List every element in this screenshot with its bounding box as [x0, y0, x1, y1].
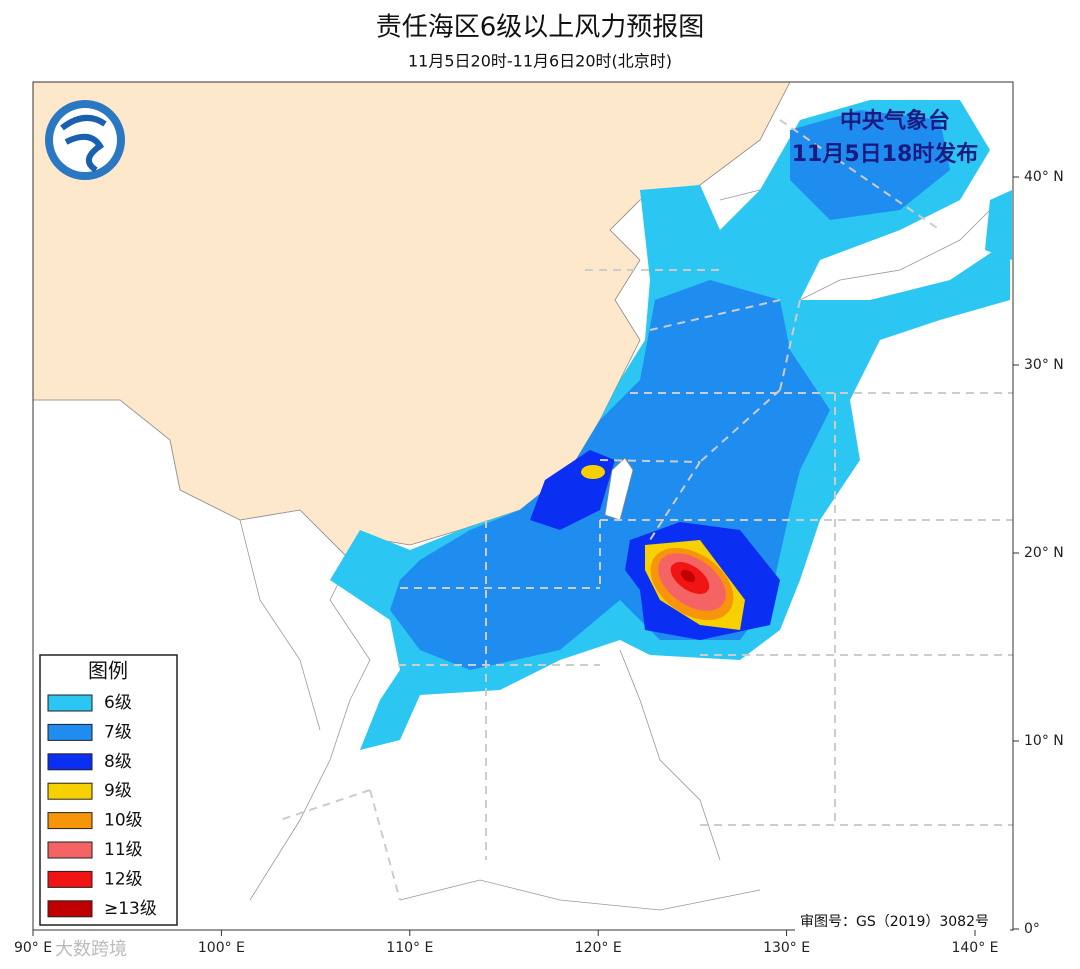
approval-number: 审图号：GS（2019）3082号	[800, 914, 989, 930]
legend-label: 7级	[104, 722, 132, 742]
map-subtitle: 11月5日20时-11月6日20时(北京时)	[408, 52, 672, 71]
wind-area	[790, 110, 950, 220]
legend-label: 10级	[104, 811, 143, 831]
map-frame	[32, 81, 1014, 931]
wind-area	[985, 190, 1012, 260]
issuer-line: 11月5日18时发布	[792, 141, 979, 167]
taiwan	[604, 457, 634, 521]
lat-label: 10° N	[1024, 733, 1064, 749]
lon-label: 120° E	[575, 940, 622, 956]
legend-swatch	[47, 870, 93, 888]
lat-label: 0°	[1024, 921, 1040, 937]
legend-label: 11级	[104, 840, 143, 860]
sea-area-boundaries	[279, 119, 1013, 901]
legend-label: 8级	[104, 752, 132, 772]
legend-title: 图例	[88, 659, 128, 683]
lon-label: 110° E	[386, 940, 433, 956]
wind-area	[680, 569, 696, 583]
legend-label: 6级	[104, 693, 132, 713]
watermark: 大数跨境	[55, 939, 127, 960]
legend-swatch	[47, 753, 93, 771]
lat-label: 30° N	[1024, 357, 1064, 373]
logo-mark	[60, 115, 107, 173]
map-title: 责任海区6级以上风力预报图	[376, 13, 705, 43]
legend-swatch	[47, 723, 93, 741]
lon-label: 90° E	[14, 940, 52, 956]
legend-swatch	[47, 812, 93, 830]
wind-area	[581, 465, 605, 479]
legend: 图例 6级 7级 8级 9级 10级 11级 12级 ≥13级	[39, 654, 178, 926]
logo	[45, 100, 125, 180]
legend-swatch	[47, 900, 93, 918]
lat-label: 40° N	[1024, 169, 1064, 185]
legend-label: 12级	[104, 869, 143, 889]
legend-swatch	[47, 841, 93, 859]
legend-swatch	[47, 782, 93, 800]
lon-label: 140° E	[951, 940, 998, 956]
lat-label: 20° N	[1024, 545, 1064, 561]
approval-bg	[795, 912, 1010, 932]
legend-label: 9级	[104, 781, 132, 801]
legend-swatch	[47, 694, 93, 712]
legend-label: ≥13级	[104, 899, 157, 919]
map-area	[32, 81, 1014, 931]
lon-label: 130° E	[763, 940, 810, 956]
issuer-line: 中央气象台	[840, 108, 950, 134]
lon-label: 100° E	[198, 940, 245, 956]
